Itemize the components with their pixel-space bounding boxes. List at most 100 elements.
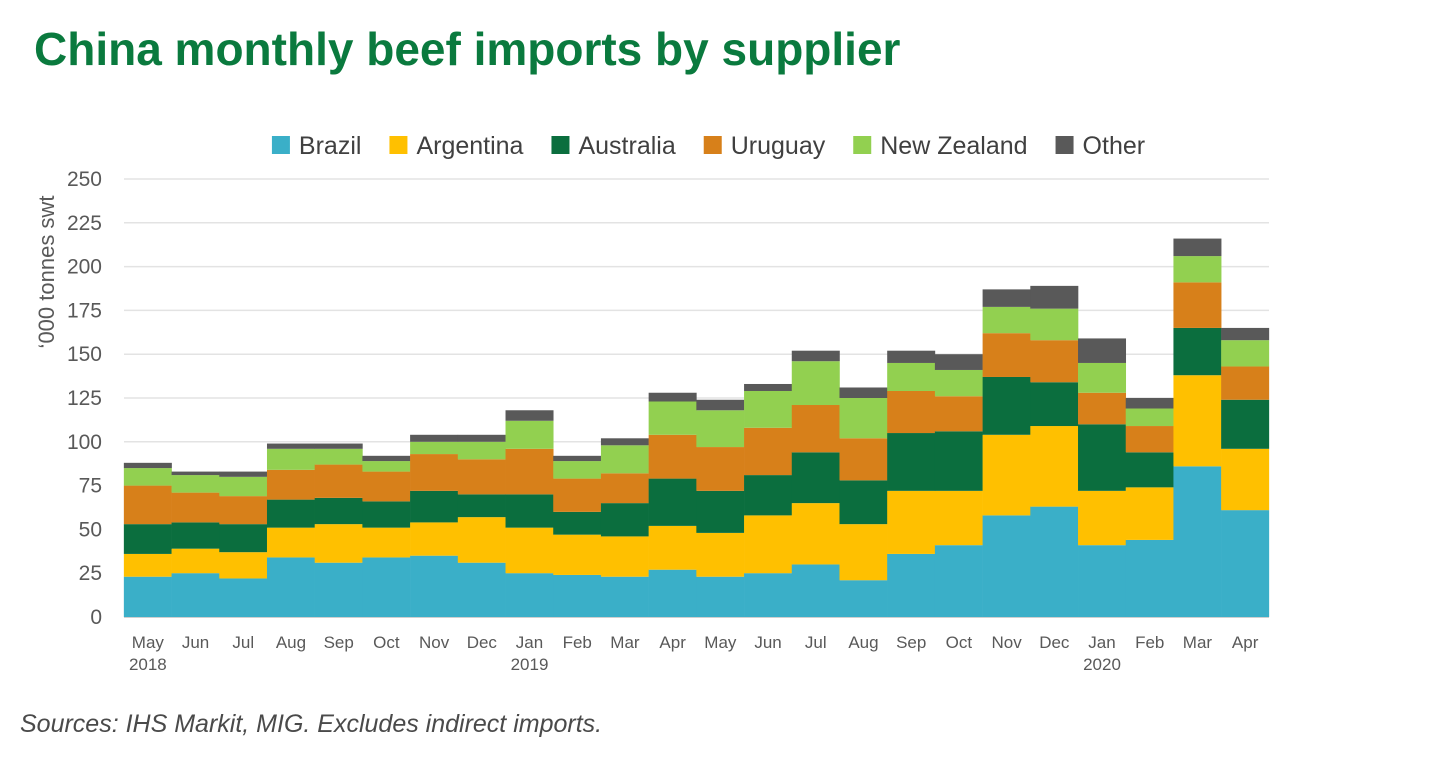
bar-segment-australia (1030, 382, 1079, 427)
legend-label: Argentina (416, 132, 523, 160)
chart-title: China monthly beef imports by supplier (34, 23, 901, 75)
bar-segment-new-zealand (505, 420, 554, 449)
bar-segment-other (744, 383, 793, 391)
bar-segment-uruguay (744, 427, 793, 476)
bar-segment-australia (219, 524, 268, 553)
bar-segment-other (887, 350, 936, 363)
x-tick-label: Jun (754, 633, 781, 652)
bar-segment-new-zealand (744, 390, 793, 428)
bar-segment-uruguay (123, 485, 172, 525)
bar-segment-other (600, 438, 649, 446)
bar-segment-other (1125, 398, 1174, 409)
bar-segment-new-zealand (171, 475, 220, 493)
bar-segment-other (696, 399, 745, 411)
x-year-label: 2019 (511, 655, 549, 674)
bar-segment-new-zealand (887, 362, 936, 391)
bar-segment-argentina (410, 522, 459, 556)
x-tick-label: Mar (610, 633, 640, 652)
source-note: Sources: IHS Markit, MIG. Excludes indir… (20, 710, 603, 738)
y-tick-label: 25 (79, 562, 102, 585)
bar-segment-new-zealand (1078, 362, 1127, 393)
bar-segment-new-zealand (696, 410, 745, 448)
legend-label: New Zealand (880, 132, 1027, 160)
bar-segment-argentina (266, 527, 315, 558)
bar-segment-new-zealand (266, 448, 315, 470)
bar-segment-uruguay (1125, 426, 1174, 453)
bar-segment-australia (171, 522, 220, 549)
x-tick-label: Feb (1135, 633, 1164, 652)
bar-segment-brazil (314, 562, 363, 617)
bar-segment-argentina (934, 490, 983, 546)
x-tick-label: Jan (516, 633, 543, 652)
x-tick-label: Apr (1232, 633, 1259, 652)
bar-segment-australia (648, 478, 697, 526)
bar-segment-other (457, 434, 506, 442)
bar-segment-argentina (171, 548, 220, 574)
bar-segment-brazil (696, 576, 745, 617)
y-tick-label: 125 (67, 387, 102, 410)
bar-segment-new-zealand (219, 476, 268, 497)
bar-segment-uruguay (410, 454, 459, 491)
bar-segment-uruguay (839, 438, 888, 481)
bar-segment-other (648, 392, 697, 402)
bar-segment-other (123, 462, 172, 469)
x-tick-label: Jun (182, 633, 209, 652)
bar-segment-brazil (1221, 510, 1270, 617)
bar-segment-argentina (219, 552, 268, 579)
bar-segment-brazil (553, 574, 602, 617)
bar-segment-brazil (648, 569, 697, 617)
bar-segment-argentina (791, 503, 840, 565)
bar-segment-other (1173, 238, 1222, 257)
bar-segment-new-zealand (648, 401, 697, 435)
bar-segment-uruguay (648, 434, 697, 479)
bar-segment-brazil (362, 557, 411, 617)
x-tick-label: Aug (276, 633, 306, 652)
bars (123, 238, 1270, 617)
x-tick-label: Dec (467, 633, 498, 652)
bar-segment-australia (839, 480, 888, 525)
x-tick-label: Jul (805, 633, 827, 652)
y-tick-label: 150 (67, 343, 102, 366)
bar-segment-australia (362, 501, 411, 528)
bar-segment-brazil (123, 576, 172, 617)
bar-segment-australia (600, 503, 649, 537)
bar-segment-new-zealand (553, 461, 602, 479)
legend: Brazil Argentina Australia Uruguay New Zeala… (271, 132, 1145, 160)
bar-segment-other (553, 455, 602, 462)
bar-segment-argentina (887, 490, 936, 554)
bar-segment-brazil (1173, 466, 1222, 617)
bar-segment-uruguay (171, 492, 220, 523)
bar-segment-brazil (505, 573, 554, 617)
x-tick-label: May (132, 633, 165, 652)
bar-segment-new-zealand (1030, 308, 1079, 341)
bar-segment-other (934, 354, 983, 370)
x-tick-label: Sep (324, 633, 354, 652)
bar-segment-argentina (600, 536, 649, 577)
bar-segment-uruguay (791, 405, 840, 453)
y-tick-label: 225 (67, 212, 102, 235)
y-tick-label: 75 (79, 475, 102, 498)
bar-segment-other (314, 443, 363, 449)
bar-segment-new-zealand (791, 361, 840, 406)
bar-segment-australia (934, 431, 983, 491)
x-tick-label: Oct (946, 633, 973, 652)
bar-segment-argentina (553, 534, 602, 575)
bar-segment-new-zealand (457, 441, 506, 460)
bar-segment-australia (266, 499, 315, 528)
bar-segment-brazil (744, 573, 793, 617)
legend-swatch (271, 136, 290, 154)
bar-segment-brazil (934, 545, 983, 617)
bar-segment-brazil (982, 515, 1031, 617)
y-tick-label: 250 (67, 168, 102, 191)
x-axis-ticks: May Jun Jul Aug Sep Oct Nov Dec Jan Feb Mar Apr May J… (129, 633, 1259, 674)
legend-swatch (389, 136, 408, 154)
y-axis-ticks: 0 25 50 75 100 125 150 175 200 225 250 (67, 168, 102, 629)
bar-segment-australia (505, 494, 554, 528)
bar-segment-uruguay (1078, 392, 1127, 425)
bar-segment-uruguay (505, 448, 554, 495)
bar-segment-uruguay (982, 333, 1031, 377)
bar-segment-australia (314, 497, 363, 525)
x-tick-label: Aug (848, 633, 878, 652)
bar-segment-brazil (1030, 506, 1079, 617)
bar-segment-uruguay (362, 471, 411, 502)
